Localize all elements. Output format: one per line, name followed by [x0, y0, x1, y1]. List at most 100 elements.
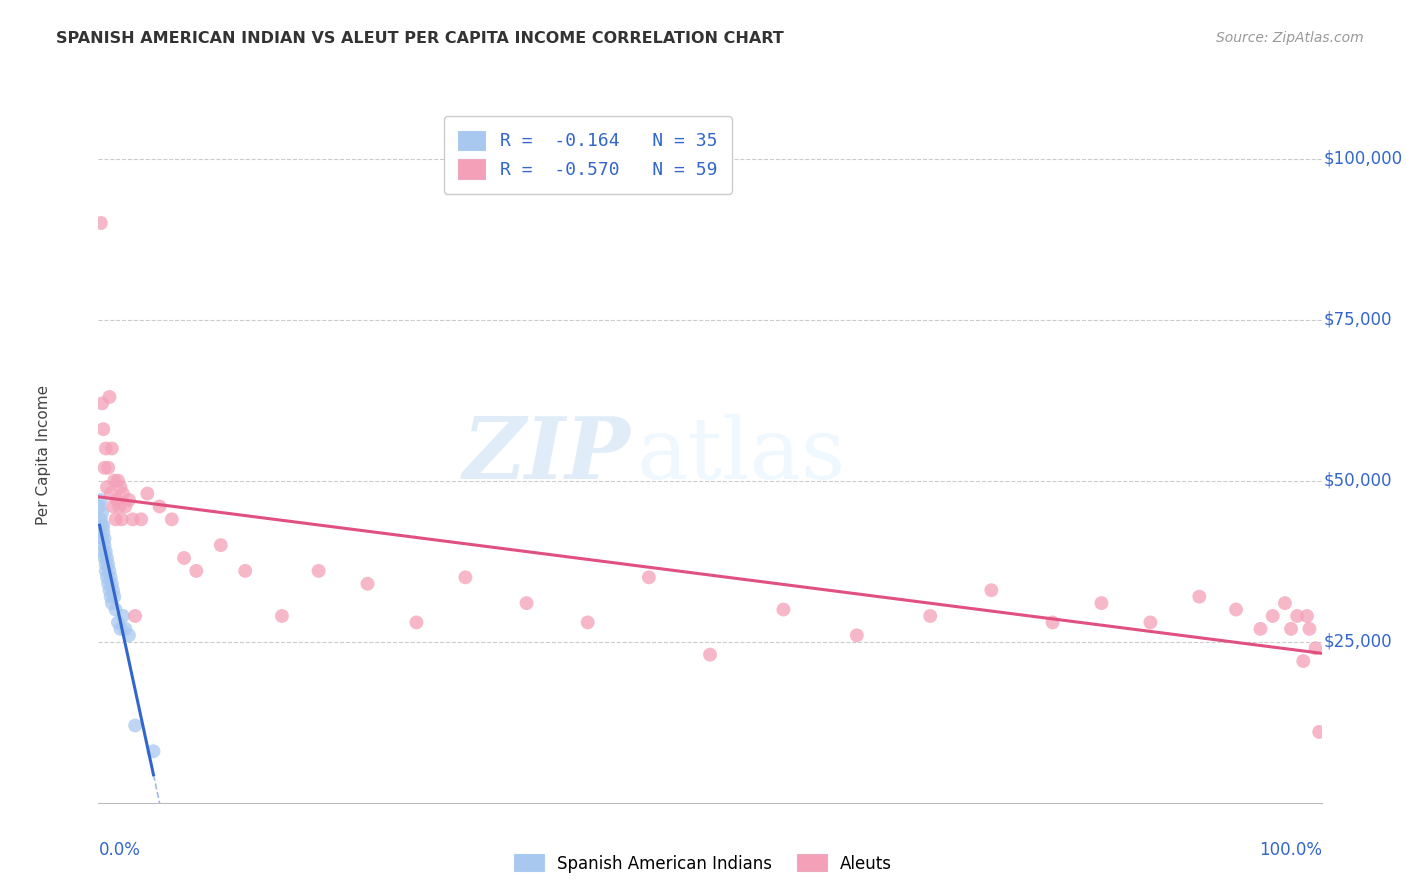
Point — [576, 615, 599, 630]
Point — [160, 512, 183, 526]
Point — [1279, 622, 1302, 636]
Point — [111, 486, 134, 500]
Point — [114, 622, 136, 636]
Point — [454, 570, 477, 584]
Point — [920, 609, 942, 624]
Text: SPANISH AMERICAN INDIAN VS ALEUT PER CAPITA INCOME CORRELATION CHART: SPANISH AMERICAN INDIAN VS ALEUT PER CAP… — [56, 31, 785, 46]
Point — [124, 609, 146, 624]
Text: $25,000: $25,000 — [1324, 632, 1393, 651]
Point — [101, 442, 124, 456]
Text: atlas: atlas — [637, 413, 846, 497]
Point — [1296, 609, 1319, 624]
Point — [94, 442, 117, 456]
Point — [1225, 602, 1247, 616]
Point — [121, 512, 143, 526]
Point — [233, 564, 256, 578]
Point — [173, 551, 195, 566]
Point — [308, 564, 330, 578]
Point — [845, 628, 868, 642]
Point — [97, 460, 120, 475]
Point — [110, 480, 132, 494]
Point — [101, 500, 124, 514]
Point — [100, 590, 122, 604]
Point — [91, 518, 114, 533]
Text: Per Capita Income: Per Capita Income — [37, 384, 51, 525]
Point — [91, 518, 114, 533]
Point — [1274, 596, 1296, 610]
Text: $100,000: $100,000 — [1324, 150, 1403, 168]
Point — [699, 648, 721, 662]
Point — [93, 538, 115, 552]
Point — [1090, 596, 1112, 610]
Point — [1298, 622, 1320, 636]
Point — [111, 609, 134, 624]
Point — [637, 570, 661, 584]
Point — [97, 558, 120, 572]
Point — [114, 500, 136, 514]
Point — [149, 500, 172, 514]
Text: ZIP: ZIP — [463, 413, 630, 497]
Point — [1139, 615, 1161, 630]
Point — [100, 486, 122, 500]
Point — [91, 506, 114, 520]
Point — [515, 596, 537, 610]
Text: 100.0%: 100.0% — [1258, 841, 1322, 859]
Point — [118, 493, 141, 508]
Point — [1305, 641, 1327, 656]
Text: Source: ZipAtlas.com: Source: ZipAtlas.com — [1216, 31, 1364, 45]
Point — [1308, 725, 1330, 739]
Point — [1286, 609, 1309, 624]
Point — [98, 390, 121, 404]
Point — [107, 474, 129, 488]
Text: $50,000: $50,000 — [1324, 472, 1392, 490]
Legend: R =  -0.164   N = 35, R =  -0.570   N = 59: R = -0.164 N = 35, R = -0.570 N = 59 — [444, 116, 731, 194]
Point — [104, 512, 127, 526]
Point — [90, 216, 112, 230]
Point — [772, 602, 794, 616]
Point — [94, 564, 117, 578]
Point — [93, 532, 115, 546]
Point — [108, 500, 131, 514]
Point — [356, 576, 378, 591]
Point — [101, 583, 124, 598]
Point — [97, 576, 120, 591]
Point — [1292, 654, 1315, 668]
Point — [89, 500, 111, 514]
Point — [980, 583, 1002, 598]
Point — [110, 622, 132, 636]
Point — [118, 628, 141, 642]
Point — [96, 551, 118, 566]
Point — [104, 602, 127, 616]
Point — [90, 512, 112, 526]
Text: 0.0%: 0.0% — [98, 841, 141, 859]
Point — [101, 596, 124, 610]
Point — [270, 609, 294, 624]
Point — [103, 474, 125, 488]
Point — [103, 590, 125, 604]
Text: $75,000: $75,000 — [1324, 310, 1392, 328]
Point — [91, 396, 114, 410]
Point — [93, 460, 115, 475]
Point — [1249, 622, 1271, 636]
Point — [186, 564, 208, 578]
Point — [91, 544, 114, 558]
Point — [136, 486, 159, 500]
Point — [1261, 609, 1284, 624]
Point — [405, 615, 427, 630]
Point — [90, 493, 112, 508]
Point — [96, 480, 118, 494]
Point — [100, 570, 122, 584]
Point — [94, 558, 117, 572]
Point — [91, 422, 114, 436]
Point — [98, 564, 121, 578]
Point — [93, 551, 115, 566]
Point — [91, 532, 114, 546]
Point — [142, 744, 165, 758]
Point — [129, 512, 152, 526]
Point — [124, 718, 146, 732]
Point — [101, 576, 124, 591]
Point — [96, 570, 118, 584]
Point — [111, 512, 134, 526]
Point — [209, 538, 232, 552]
Point — [98, 583, 121, 598]
